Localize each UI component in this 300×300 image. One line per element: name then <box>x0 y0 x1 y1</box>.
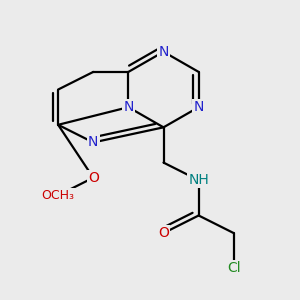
Text: NH: NH <box>188 173 209 187</box>
Text: Cl: Cl <box>227 261 241 275</box>
Text: O: O <box>158 226 169 240</box>
Text: OCH₃: OCH₃ <box>42 189 75 202</box>
Text: N: N <box>158 45 169 59</box>
Text: N: N <box>123 100 134 114</box>
Text: N: N <box>194 100 204 114</box>
Text: N: N <box>88 135 98 149</box>
Text: O: O <box>88 171 99 185</box>
